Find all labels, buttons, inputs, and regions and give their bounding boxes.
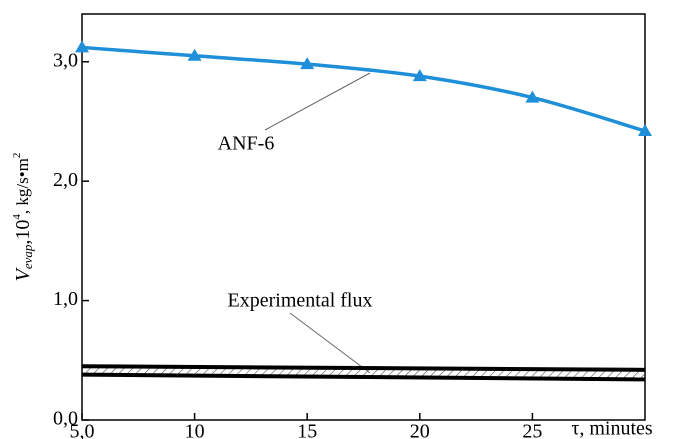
marker — [412, 69, 427, 82]
plot-frame — [81, 13, 646, 421]
leader-line — [264, 72, 371, 131]
annotation: Experimental flux — [228, 290, 373, 312]
marker — [638, 124, 652, 137]
marker — [187, 48, 202, 61]
y-tick-label: 0,0 — [53, 408, 78, 430]
y-axis-label: Vevap,104, kg/s•m2 — [11, 153, 35, 282]
x-tick-label: 5,0 — [70, 421, 95, 439]
y-axis-label-part: V — [12, 266, 34, 281]
marker — [525, 90, 540, 103]
x-tick-label: 20 — [410, 421, 430, 439]
y-axis-label-part: ,10 — [12, 220, 34, 245]
x-tick-label: 15 — [297, 421, 317, 439]
y-axis-label-part: , kg/s•m — [13, 158, 32, 214]
y-axis-label-part: 2 — [11, 153, 23, 159]
marker — [75, 40, 89, 53]
y-axis-label-part: 4 — [11, 214, 23, 220]
y-axis-label-part: evap — [20, 244, 35, 269]
x-tick-label: 25 — [522, 421, 542, 439]
y-tick-label: 1,0 — [53, 288, 78, 310]
y-tick-label: 3,0 — [53, 49, 78, 71]
line — [81, 45, 646, 133]
x-tick-label: 10 — [185, 421, 205, 439]
annotation: ANF-6 — [218, 133, 275, 155]
band-edge — [81, 372, 646, 382]
leader-line — [289, 312, 371, 374]
band-edge — [81, 364, 646, 372]
marker — [300, 57, 315, 70]
y-tick-label: 2,0 — [53, 169, 78, 191]
x-axis-label: τ, minutes — [571, 418, 653, 439]
